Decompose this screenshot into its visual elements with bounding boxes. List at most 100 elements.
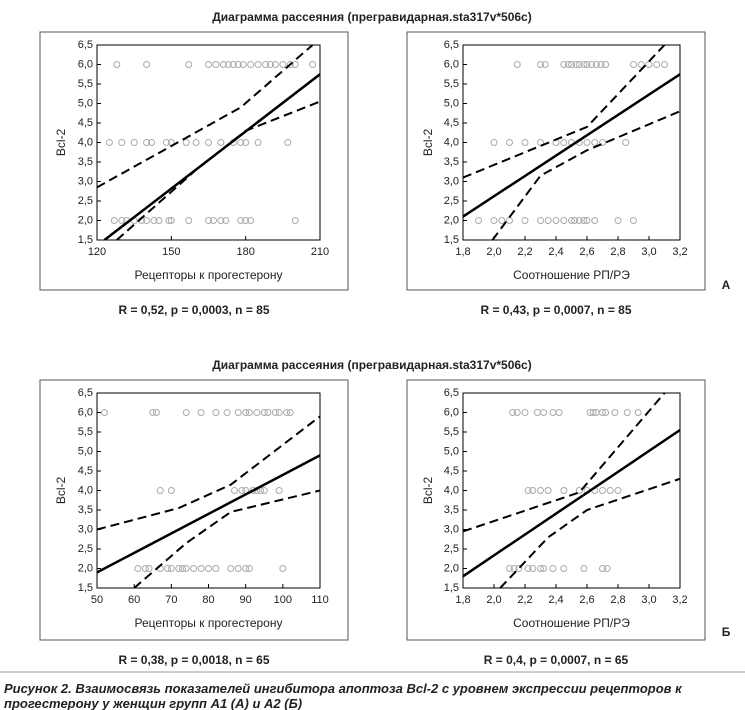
- x-tick-label: 1,8: [455, 246, 470, 258]
- point: [185, 61, 193, 68]
- x-axis-label: Рецепторы к прогестерону: [135, 616, 283, 630]
- point: [275, 487, 283, 494]
- point: [118, 217, 126, 224]
- point: [223, 409, 231, 416]
- y-tick-label: 6,5: [78, 39, 93, 51]
- point: [291, 217, 299, 224]
- y-tick-label: 5,5: [444, 78, 459, 90]
- point: [623, 409, 631, 416]
- y-tick-label: 3,5: [78, 504, 93, 516]
- fit-line: [97, 454, 320, 574]
- y-tick-label: 2,0: [78, 562, 93, 574]
- point: [591, 139, 599, 146]
- point: [575, 217, 583, 224]
- point: [130, 139, 138, 146]
- x-tick-label: 2,6: [579, 246, 594, 258]
- point: [260, 409, 268, 416]
- point: [521, 217, 529, 224]
- confidence-band: [499, 477, 680, 588]
- point: [560, 487, 568, 494]
- point: [603, 565, 611, 572]
- point: [575, 61, 583, 68]
- point: [513, 61, 521, 68]
- y-tick-label: 3,5: [444, 156, 459, 168]
- panel-frame: [39, 31, 349, 291]
- point: [309, 61, 317, 68]
- point: [182, 409, 190, 416]
- y-tick-label: 2,5: [444, 543, 459, 555]
- y-tick-label: 2,5: [78, 543, 93, 555]
- plot-content: [97, 45, 320, 240]
- point: [100, 409, 108, 416]
- y-tick-label: 6,5: [444, 39, 459, 51]
- x-axis-label: Соотношение РП/РЭ: [513, 616, 630, 630]
- point: [164, 565, 172, 572]
- point: [242, 139, 250, 146]
- point: [217, 217, 225, 224]
- point: [540, 565, 548, 572]
- point: [212, 61, 220, 68]
- confidence-band: [97, 415, 320, 531]
- point: [490, 217, 498, 224]
- point: [234, 61, 242, 68]
- point: [242, 217, 250, 224]
- point: [224, 61, 232, 68]
- y-tick-label: 3,0: [78, 523, 93, 535]
- point: [283, 409, 291, 416]
- y-tick-label: 6,0: [78, 58, 93, 70]
- point: [134, 565, 142, 572]
- y-tick-label: 2,5: [444, 195, 459, 207]
- y-tick-label: 4,5: [444, 465, 459, 477]
- point: [490, 139, 498, 146]
- point: [190, 565, 198, 572]
- y-tick-label: 4,0: [78, 484, 93, 496]
- x-tick-label: 3,2: [672, 594, 687, 606]
- point: [544, 487, 552, 494]
- point: [141, 565, 149, 572]
- point: [509, 409, 517, 416]
- point: [143, 61, 151, 68]
- point: [589, 409, 597, 416]
- fit-line: [103, 73, 320, 240]
- y-tick-label: 5,0: [444, 97, 459, 109]
- caption: прогестерону у женщин групп А1 (А) и А2 …: [4, 696, 302, 710]
- point: [560, 217, 568, 224]
- plot-content: [463, 393, 680, 588]
- point: [580, 565, 588, 572]
- x-tick-label: 90: [240, 594, 252, 606]
- stats: R = 0,4, p = 0,0007, n = 65: [484, 653, 629, 667]
- point: [599, 565, 606, 572]
- point: [513, 409, 521, 416]
- point: [602, 409, 610, 416]
- point: [498, 217, 506, 224]
- y-tick-label: 6,0: [444, 58, 459, 70]
- point: [597, 61, 605, 68]
- point: [162, 139, 170, 146]
- point: [510, 565, 518, 572]
- point: [156, 487, 164, 494]
- x-axis-label: Соотношение РП/РЭ: [513, 268, 630, 282]
- panel-frame: [39, 379, 349, 641]
- point: [630, 217, 637, 224]
- point: [583, 139, 591, 146]
- point: [217, 139, 225, 146]
- y-tick-label: 4,5: [78, 117, 93, 129]
- point: [209, 217, 217, 224]
- point: [506, 139, 513, 146]
- point: [286, 61, 294, 68]
- point: [155, 217, 163, 224]
- x-tick-label: 2,8: [610, 594, 625, 606]
- point: [254, 61, 262, 68]
- y-tick-label: 4,0: [444, 484, 459, 496]
- point: [524, 565, 532, 572]
- fit-line: [463, 429, 680, 578]
- point: [239, 61, 247, 68]
- x-tick-label: 3,0: [641, 594, 656, 606]
- point: [540, 409, 548, 416]
- point: [145, 565, 153, 572]
- point: [219, 61, 227, 68]
- point: [580, 61, 588, 68]
- x-tick-label: 2,8: [610, 246, 625, 258]
- point: [634, 409, 642, 416]
